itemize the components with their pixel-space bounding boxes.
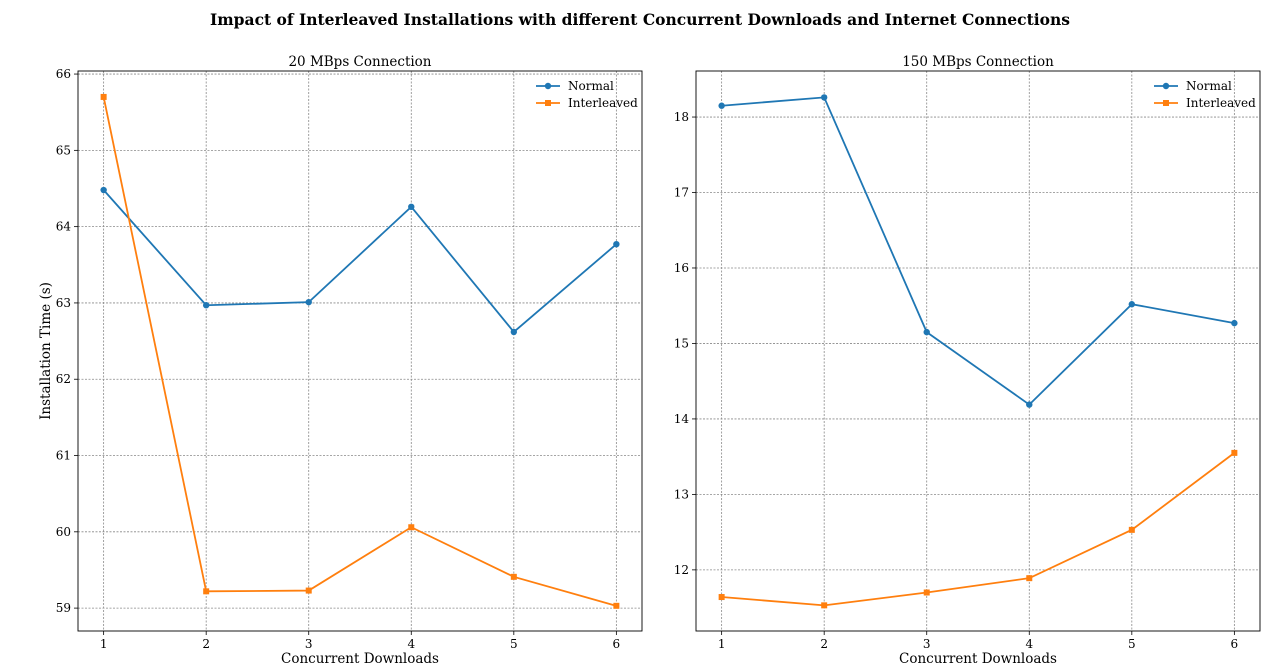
- series-line-interleaved: [721, 452, 1235, 607]
- x-tick-label: 1: [100, 637, 108, 651]
- y-tick-label: 66: [56, 67, 71, 81]
- x-tick-label: 5: [1128, 637, 1136, 651]
- legend-marker-normal: [1162, 82, 1170, 90]
- legend-label-interleaved: Interleaved: [1186, 96, 1256, 110]
- y-tick-label: 12: [674, 563, 689, 577]
- x-tick-label: 2: [202, 637, 210, 651]
- x-axis-label: Concurrent Downloads: [281, 651, 439, 667]
- data-point-normal: [202, 302, 210, 309]
- x-tick-label: 6: [1231, 637, 1239, 651]
- axes-frame: [77, 70, 643, 632]
- data-point-normal: [1026, 401, 1033, 408]
- series-line-interleaved: [102, 96, 617, 607]
- legend-marker-normal: [544, 82, 552, 90]
- y-tick-label: 63: [56, 296, 71, 310]
- y-tick-label: 65: [56, 143, 71, 157]
- figure-title: Impact of Interleaved Installations with…: [210, 10, 1070, 29]
- data-point-normal: [718, 102, 725, 109]
- subplot-title: 20 MBps Connection: [288, 54, 431, 70]
- data-point-normal: [1128, 301, 1136, 308]
- data-point-interleaved: [923, 589, 930, 596]
- series-line-normal: [102, 189, 617, 334]
- data-point-interleaved: [613, 602, 620, 609]
- axes-frame: [695, 70, 1261, 632]
- data-point-interleaved: [718, 594, 725, 601]
- subplot-1: 1 2 3 4 5 6 59 60 61 62 63 64 65 66 20 MBps Connection…: [38, 54, 643, 667]
- y-tick-label: 13: [674, 487, 689, 501]
- legend-marker-interleaved: [545, 100, 551, 106]
- x-tick-label: 4: [407, 637, 415, 651]
- y-tick-label: 59: [56, 601, 71, 615]
- data-point-normal: [820, 94, 828, 101]
- x-tick-label: 2: [820, 637, 828, 651]
- data-point-interleaved: [510, 573, 517, 580]
- data-point-normal: [1231, 319, 1238, 327]
- y-tick-label: 61: [56, 449, 71, 463]
- data-point-interleaved: [203, 588, 210, 595]
- data-point-interleaved: [821, 602, 828, 609]
- x-tick-label: 3: [305, 637, 313, 651]
- data-point-normal: [613, 240, 620, 248]
- x-axis-label: Concurrent Downloads: [899, 651, 1057, 667]
- y-tick-label: 14: [674, 412, 690, 426]
- y-tick-label: 17: [674, 186, 689, 200]
- legend-label-normal: Normal: [568, 79, 614, 93]
- legend-marker-interleaved: [1163, 100, 1169, 106]
- data-point-interleaved: [305, 587, 312, 594]
- y-tick-label: 16: [674, 261, 689, 275]
- y-tick-label: 15: [674, 336, 689, 350]
- y-tick-label: 62: [56, 372, 71, 386]
- data-point-normal: [305, 298, 312, 306]
- data-point-normal: [100, 186, 107, 194]
- x-tick-label: 1: [718, 637, 726, 651]
- x-tick-label: 3: [923, 637, 931, 651]
- series-line-normal: [721, 96, 1235, 406]
- data-point-normal: [408, 203, 415, 211]
- data-point-interleaved: [100, 93, 107, 100]
- data-point-normal: [510, 328, 518, 336]
- y-tick-label: 18: [674, 110, 689, 124]
- data-point-interleaved: [1231, 449, 1238, 456]
- legend-label-interleaved: Interleaved: [568, 96, 638, 110]
- y-tick-label: 64: [56, 220, 72, 234]
- data-point-interleaved: [1026, 575, 1033, 582]
- y-tick-label: 60: [56, 525, 71, 539]
- data-point-normal: [923, 328, 930, 336]
- data-point-interleaved: [408, 524, 415, 531]
- subplot-title: 150 MBps Connection: [902, 54, 1054, 70]
- y-axis-label: Installation Time (s): [38, 282, 54, 420]
- x-tick-label: 4: [1025, 637, 1033, 651]
- x-tick-label: 6: [613, 637, 621, 651]
- x-tick-label: 5: [510, 637, 518, 651]
- data-point-interleaved: [1128, 526, 1135, 533]
- legend: Normal Interleaved: [536, 79, 638, 110]
- legend: Normal Interleaved: [1154, 79, 1256, 110]
- legend-label-normal: Normal: [1186, 79, 1232, 93]
